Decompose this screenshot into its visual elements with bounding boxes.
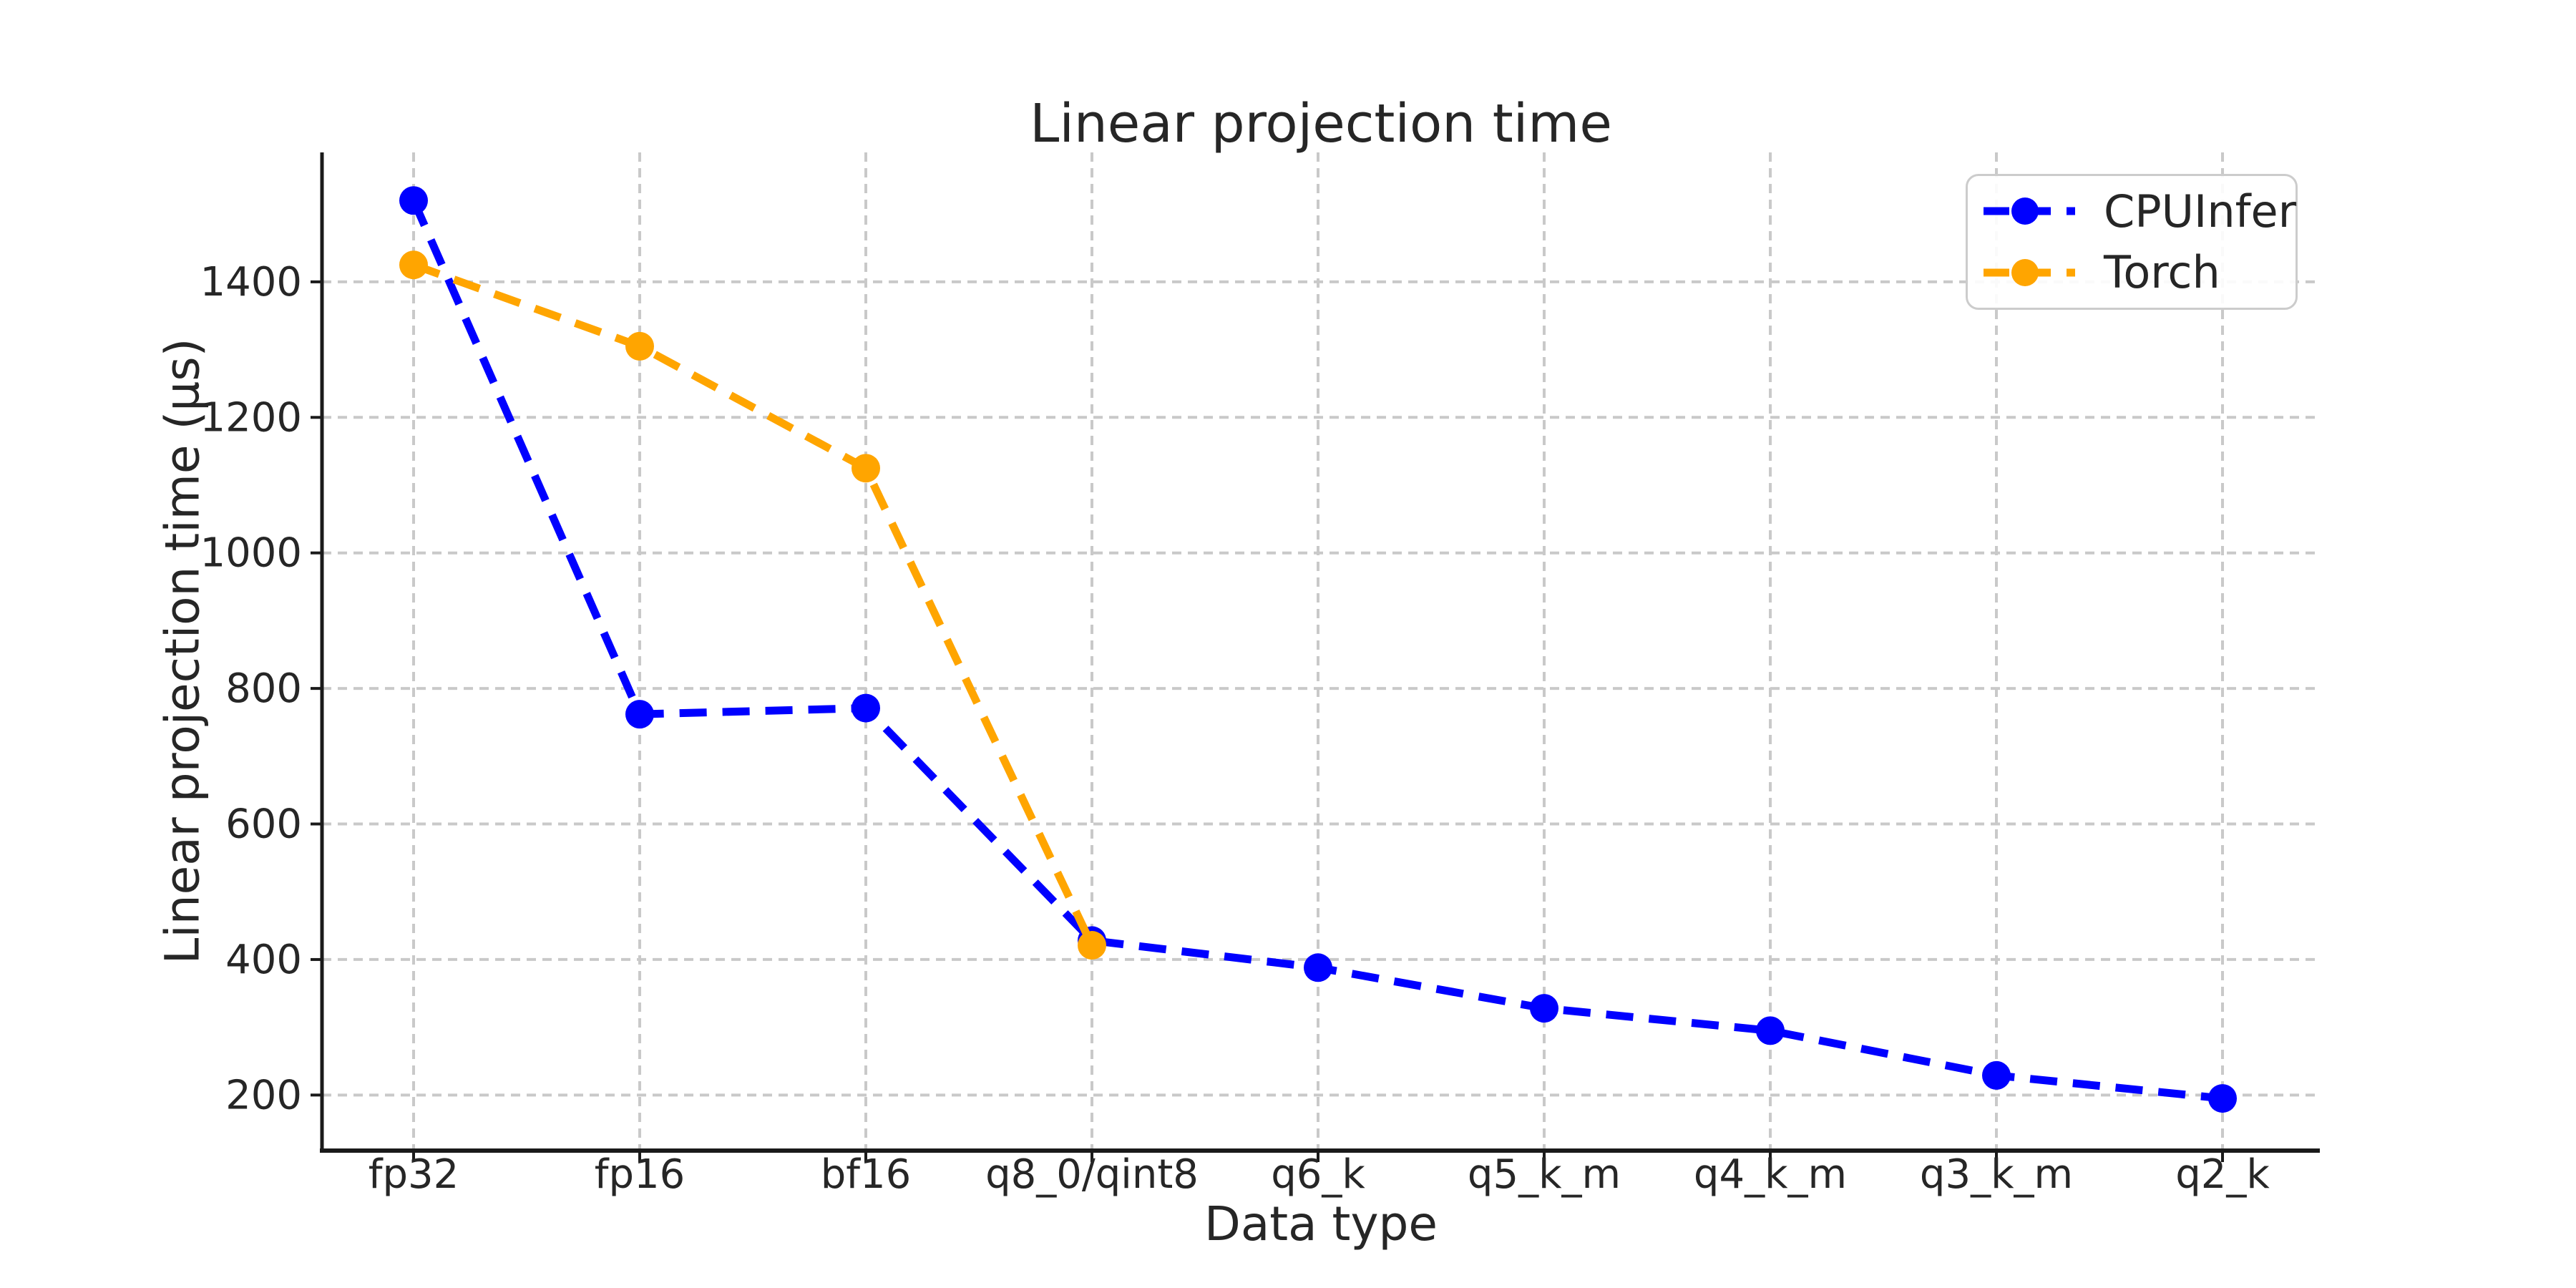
y-axis-label: Linear projection time (µs) (155, 338, 210, 965)
y-tick-label: 600 (225, 801, 302, 848)
legend-label-cpuinfer: CPUInfer (2104, 185, 2297, 238)
cpuinfer-marker (2208, 1084, 2237, 1113)
x-tick-label: q6_k (1271, 1151, 1365, 1198)
x-tick-label: q8_0/qint8 (985, 1151, 1199, 1198)
legend-item-cpuinfer: CPUInfer (1984, 185, 2296, 238)
cpuinfer-line-sample (1984, 197, 2075, 225)
cpuinfer-marker (399, 186, 428, 215)
legend: CPUInfer Torch (1966, 174, 2298, 310)
torch-sample-marker (2011, 258, 2039, 286)
y-tick-label: 1400 (200, 259, 302, 306)
x-tick-label: q4_k_m (1694, 1151, 1847, 1198)
legend-label-torch: Torch (2104, 246, 2220, 299)
cpuinfer-sample-marker (2011, 197, 2039, 225)
x-axis-label: Data type (1204, 1196, 1438, 1252)
x-tick-label: q5_k_m (1468, 1151, 1621, 1198)
cpuinfer-marker (1756, 1016, 1785, 1045)
x-tick-label: q2_k (2175, 1151, 2270, 1198)
y-tick-label: 800 (225, 665, 302, 712)
x-tick-label: fp16 (595, 1151, 686, 1198)
torch-marker (852, 454, 880, 483)
torch-marker (1078, 931, 1106, 960)
cpuinfer-marker (1304, 953, 1332, 982)
torch-marker (399, 250, 428, 280)
x-tick-label: q3_k_m (1920, 1151, 2073, 1198)
y-tick-label: 1000 (200, 530, 302, 577)
cpuinfer-marker (625, 700, 654, 729)
legend-item-torch: Torch (1984, 246, 2296, 298)
torch-line (412, 261, 1096, 947)
chart-title: Linear projection time (1030, 93, 1612, 155)
y-tick-label: 200 (225, 1072, 302, 1118)
cpuinfer-marker (852, 693, 880, 723)
x-tick-label: fp32 (369, 1151, 459, 1198)
x-tick-label: bf16 (821, 1151, 912, 1198)
torch-line-sample (1984, 258, 2075, 286)
cpuinfer-marker (1530, 994, 1558, 1023)
torch-marker (625, 331, 654, 361)
y-tick-label: 1200 (200, 394, 302, 441)
y-tick-label: 400 (225, 937, 302, 983)
cpuinfer-marker (1982, 1060, 2011, 1090)
